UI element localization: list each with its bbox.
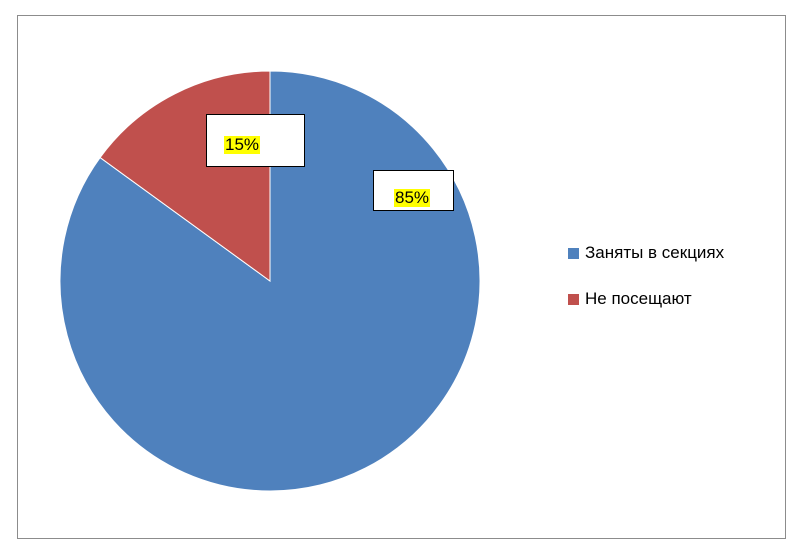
legend-label: Заняты в секциях <box>585 243 725 262</box>
data-label-text-large: 85% <box>394 188 431 207</box>
legend-swatch <box>568 247 579 259</box>
legend-item: Заняты в секциях <box>568 242 724 264</box>
legend-item: Не посещают <box>568 288 724 310</box>
data-label-small-slice: 15% <box>206 114 305 167</box>
legend-swatch <box>568 293 579 305</box>
legend: Заняты в секциях Не посещают <box>568 242 724 334</box>
legend-label: Не посещают <box>585 289 692 308</box>
data-label-large-slice: 85% <box>373 170 454 211</box>
data-label-text-small: 15% <box>224 135 261 154</box>
